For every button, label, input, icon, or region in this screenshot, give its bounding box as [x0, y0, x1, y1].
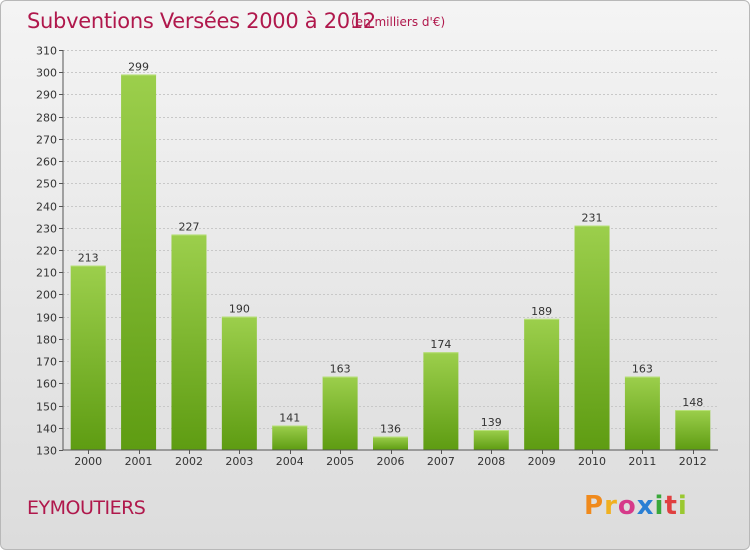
bar-2001	[121, 74, 157, 450]
x-tick-label-2011: 2011	[628, 455, 656, 468]
bar-2003	[221, 316, 257, 450]
data-label-2006: 136	[380, 423, 401, 436]
data-label-2007: 174	[430, 338, 451, 351]
y-tick-label: 150	[36, 401, 57, 414]
x-tick-label-2008: 2008	[477, 455, 505, 468]
x-axis: 2000 2001 2002 2003 2004 2005 2006 2007 2008 2009…	[63, 449, 718, 468]
chart-title: Subventions Versées 2000 à 2012	[27, 9, 376, 33]
y-tick-label: 300	[36, 67, 57, 80]
x-tick-label-2012: 2012	[679, 455, 707, 468]
x-tick-label-2002: 2002	[175, 455, 203, 468]
y-tick-label: 290	[36, 89, 57, 102]
y-tick-label: 220	[36, 245, 57, 258]
x-tick-label-2010: 2010	[578, 455, 606, 468]
bar-2007	[423, 352, 459, 450]
commune-name: EYMOUTIERS	[27, 497, 146, 519]
bar-2008	[473, 430, 509, 450]
y-tick-label: 140	[36, 423, 57, 436]
y-tick-label: 170	[36, 356, 57, 369]
y-tick-label: 260	[36, 156, 57, 169]
y-tick-label: 270	[36, 134, 57, 147]
x-tick-label-2006: 2006	[377, 455, 405, 468]
data-label-2011: 163	[632, 363, 653, 376]
bar-2010	[574, 225, 610, 450]
y-tick-label: 250	[36, 178, 57, 191]
x-tick-label-2001: 2001	[125, 455, 153, 468]
data-label-2005: 163	[330, 363, 351, 376]
y-tick-label: 240	[36, 201, 57, 214]
x-tick-label-2003: 2003	[225, 455, 253, 468]
bar-2011	[624, 376, 660, 450]
x-tick-label-2000: 2000	[74, 455, 102, 468]
bar-2002	[171, 234, 207, 450]
proxiti-logo: Proxiti	[584, 491, 688, 521]
y-tick-label: 130	[36, 445, 57, 458]
gridlines	[63, 50, 718, 429]
chart-subtitle: (en milliers d'€)	[351, 15, 446, 29]
bar-2009	[524, 318, 560, 450]
data-label-2008: 139	[481, 416, 502, 429]
x-tick-label-2007: 2007	[427, 455, 455, 468]
x-tick-label-2004: 2004	[276, 455, 304, 468]
data-label-2000: 213	[78, 252, 99, 265]
y-tick-label: 190	[36, 312, 57, 325]
y-tick-label: 280	[36, 112, 57, 125]
data-label-2010: 231	[582, 212, 603, 225]
x-tick-label-2009: 2009	[528, 455, 556, 468]
y-tick-label: 200	[36, 289, 57, 302]
y-tick-label: 180	[36, 334, 57, 347]
bar-2005	[322, 376, 358, 450]
data-label-2009: 189	[531, 305, 552, 318]
bar-2012	[675, 410, 711, 450]
y-axis: 130 140 150 160 170 180 190 200 210 220 230 240 250 2…	[36, 45, 64, 458]
data-label-2001: 299	[128, 60, 149, 73]
data-label-2003: 190	[229, 303, 250, 316]
y-tick-label: 230	[36, 223, 57, 236]
data-label-2002: 227	[178, 220, 199, 233]
data-label-2012: 148	[682, 396, 703, 409]
data-labels: 213 299 227 190 141 163 136 174 139 189 231 163 148	[78, 60, 704, 435]
y-tick-label: 160	[36, 378, 57, 391]
bars	[70, 74, 711, 450]
x-tick-label-2005: 2005	[326, 455, 354, 468]
bar-2004	[272, 425, 308, 450]
y-tick-label: 310	[36, 45, 57, 58]
bar-2000	[70, 265, 106, 450]
data-label-2004: 141	[279, 412, 300, 425]
bar-2006	[373, 436, 408, 450]
y-tick-label: 210	[36, 267, 57, 280]
